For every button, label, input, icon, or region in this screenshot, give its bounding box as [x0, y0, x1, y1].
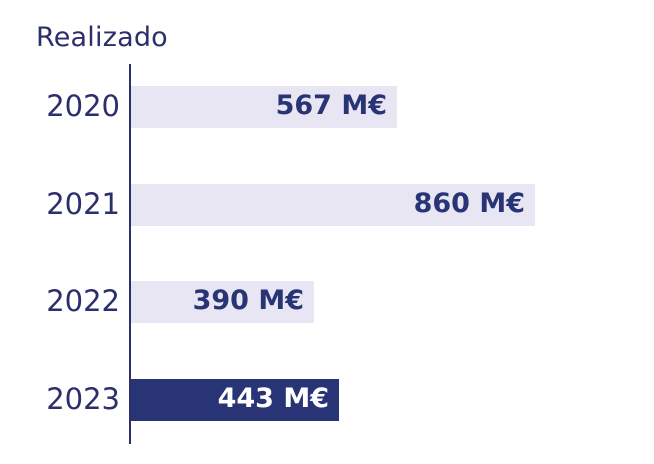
category-label: 2020 [46, 89, 120, 123]
bar [131, 184, 535, 226]
value-label: 567 M€ [275, 90, 387, 121]
category-label: 2023 [46, 382, 120, 416]
value-label: 443 M€ [217, 383, 329, 414]
chart-title: Realizado [36, 22, 168, 53]
y-axis-line [129, 64, 131, 444]
category-label: 2022 [46, 284, 120, 318]
category-label: 2021 [46, 187, 120, 221]
bar [131, 281, 314, 323]
bar [131, 379, 339, 421]
value-label: 390 M€ [192, 285, 304, 316]
bar [131, 86, 397, 128]
value-label: 860 M€ [413, 188, 525, 219]
